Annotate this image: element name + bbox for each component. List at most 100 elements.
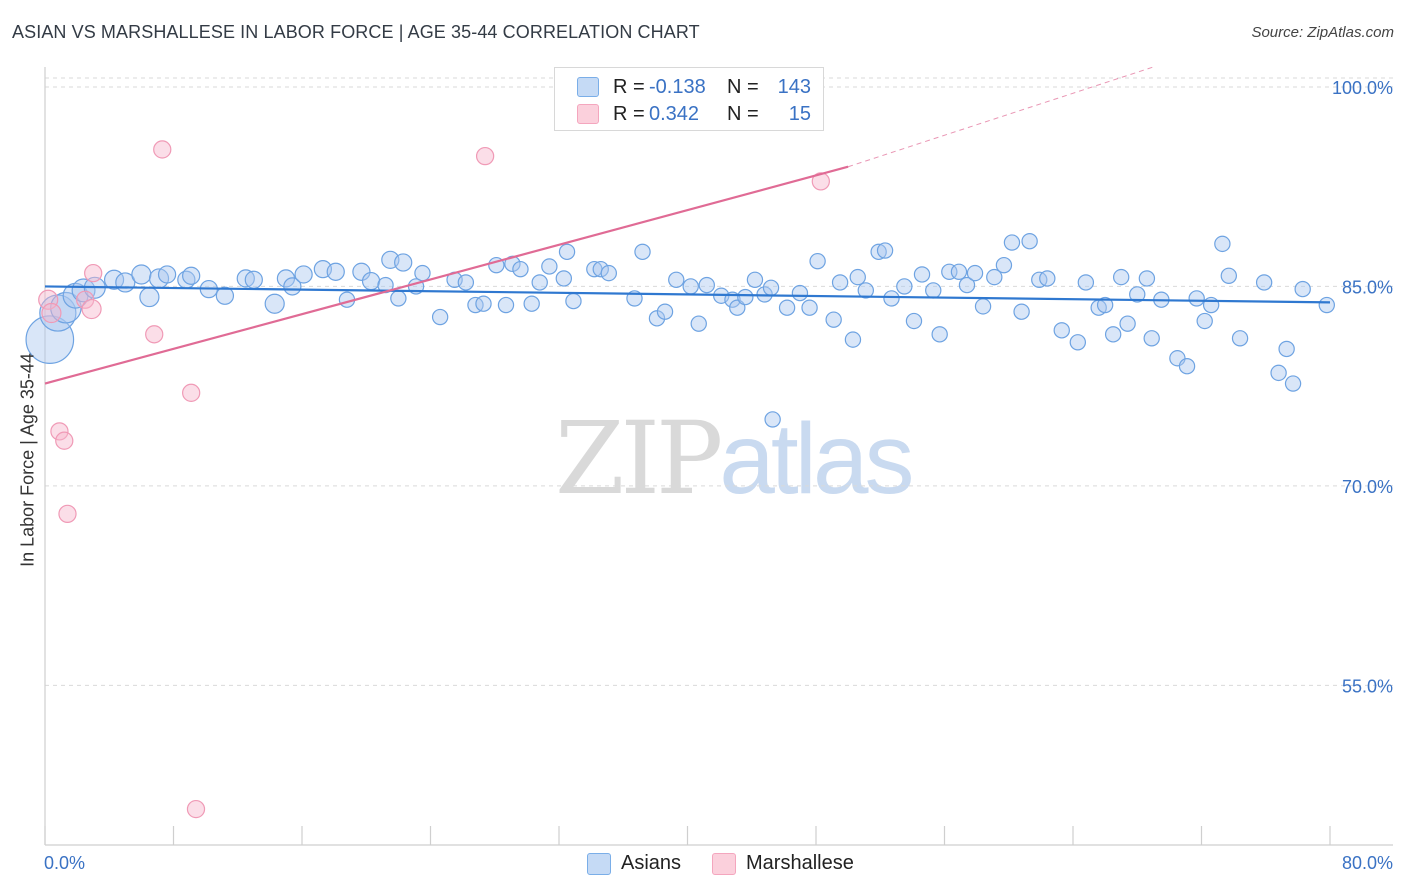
marshallese-point bbox=[50, 422, 69, 441]
asians-point bbox=[762, 279, 780, 296]
asians-point bbox=[352, 262, 371, 281]
asians-point bbox=[941, 263, 958, 281]
y-tick-label: 85.0% bbox=[1342, 277, 1393, 297]
marshallese-trend-line bbox=[44, 165, 849, 385]
y-tick-label: 70.0% bbox=[1342, 477, 1393, 497]
n-label: N = bbox=[727, 75, 759, 98]
asians-point bbox=[1188, 290, 1205, 307]
asians-point bbox=[905, 312, 923, 330]
asians-point bbox=[1069, 334, 1087, 351]
y-tick-label: 55.0% bbox=[1342, 676, 1393, 696]
asians-point bbox=[1138, 270, 1156, 287]
marshallese-point bbox=[145, 325, 164, 344]
asians-point bbox=[1178, 358, 1196, 375]
asians-point bbox=[1214, 235, 1231, 253]
marshallese-swatch bbox=[712, 852, 736, 875]
axes bbox=[44, 67, 1393, 846]
marshallese-swatch bbox=[577, 104, 599, 124]
asians-point bbox=[592, 260, 609, 278]
gridlines bbox=[45, 77, 1393, 686]
asians-point bbox=[931, 326, 948, 343]
marshallese-point bbox=[811, 172, 830, 191]
asians-point bbox=[431, 308, 449, 326]
asians-point bbox=[512, 260, 529, 278]
asians-point bbox=[682, 278, 699, 295]
asians-point bbox=[958, 276, 976, 294]
asians-point bbox=[1231, 330, 1249, 347]
asians-point bbox=[157, 265, 177, 284]
y-axis-label: In Labor Force | Age 35-44 bbox=[17, 353, 38, 567]
asians-point bbox=[764, 411, 781, 428]
stats-row-asians: R = -0.138 N = 143 bbox=[577, 75, 811, 99]
asians-point bbox=[1096, 296, 1114, 314]
asians-point bbox=[746, 271, 764, 288]
n-label: N = bbox=[727, 102, 759, 125]
marshallese-trend-extension bbox=[847, 66, 1154, 168]
marshallese-point bbox=[186, 799, 206, 819]
asians-point bbox=[844, 331, 862, 348]
n-value: 15 bbox=[788, 102, 811, 125]
asians-point bbox=[1196, 312, 1213, 330]
marshallese-points bbox=[38, 140, 830, 819]
marshallese-point bbox=[84, 263, 103, 283]
asians-point bbox=[1021, 233, 1038, 250]
asians-point bbox=[831, 274, 849, 291]
r-value: -0.138 bbox=[649, 75, 706, 98]
asians-point bbox=[244, 270, 263, 289]
asians-point bbox=[974, 298, 992, 315]
asians-point bbox=[778, 299, 796, 316]
asians-point bbox=[966, 264, 984, 282]
asians-point bbox=[896, 278, 913, 295]
asians-point bbox=[698, 276, 715, 294]
asians-point bbox=[558, 243, 576, 261]
asians-point bbox=[531, 274, 548, 291]
source-credit: Source: ZipAtlas.com bbox=[1251, 24, 1394, 41]
asians-point bbox=[555, 270, 573, 287]
asians-point bbox=[361, 271, 381, 291]
asians-point bbox=[523, 295, 540, 312]
asians-point bbox=[1112, 268, 1130, 286]
asians-point bbox=[1039, 270, 1056, 287]
r-label: R = bbox=[613, 75, 645, 98]
legend-label-asians: Asians bbox=[621, 852, 682, 874]
asians-point bbox=[634, 243, 651, 261]
trend-lines bbox=[44, 66, 1331, 385]
asians-point bbox=[294, 265, 313, 284]
asians-point bbox=[1104, 326, 1122, 343]
asians-point bbox=[950, 263, 968, 281]
asians-point bbox=[390, 290, 407, 307]
asians-point bbox=[825, 311, 842, 328]
asians-point bbox=[1220, 267, 1238, 284]
marshallese-point bbox=[38, 289, 59, 310]
asians-point bbox=[1129, 286, 1146, 303]
asians-point bbox=[139, 286, 160, 308]
marshallese-point bbox=[153, 140, 172, 159]
marshallese-point bbox=[41, 302, 62, 324]
legend-item-asians[interactable]: Asians bbox=[587, 852, 681, 875]
asians-point bbox=[870, 243, 887, 261]
asians-point bbox=[131, 264, 152, 285]
asians-point bbox=[565, 292, 582, 310]
asians-point bbox=[1013, 303, 1030, 320]
asians-point bbox=[1284, 375, 1302, 392]
asians-point bbox=[1053, 322, 1070, 339]
asians-point bbox=[25, 315, 75, 364]
y-tick-label: 100.0% bbox=[1332, 78, 1393, 98]
asians-point bbox=[1255, 274, 1273, 291]
marshallese-point bbox=[81, 298, 102, 320]
chart-title: ASIAN VS MARSHALLESE IN LABOR FORCE | AG… bbox=[12, 22, 700, 42]
asians-point bbox=[182, 266, 201, 285]
asians-point bbox=[857, 282, 874, 299]
asians-point bbox=[1270, 364, 1287, 382]
asians-trend-line bbox=[44, 285, 1331, 304]
asians-point bbox=[876, 242, 894, 259]
asians-point bbox=[801, 299, 818, 316]
asians-point bbox=[457, 274, 475, 291]
asians-point bbox=[1278, 340, 1295, 358]
asians-point bbox=[809, 252, 826, 270]
asians-point bbox=[1119, 315, 1136, 332]
legend-item-marshallese[interactable]: Marshallese bbox=[712, 852, 854, 875]
marshallese-point bbox=[58, 504, 77, 524]
asians-point bbox=[849, 268, 866, 286]
asians-point bbox=[925, 282, 942, 299]
